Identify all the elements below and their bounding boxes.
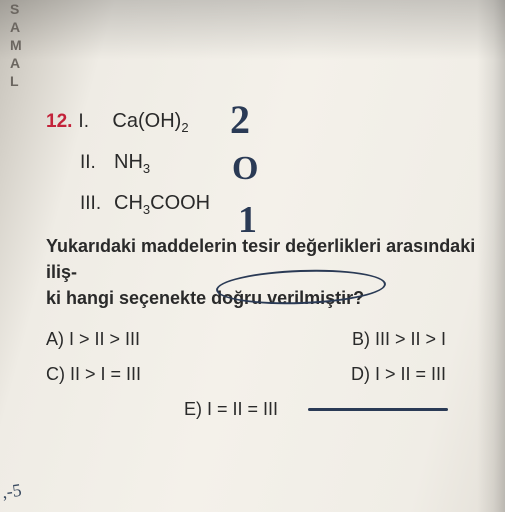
margin-l3: M: [10, 36, 24, 54]
margin-letters: S A M A L: [10, 0, 24, 90]
stem-line-1: Yukarıdaki maddelerin tesir değerlikleri…: [46, 236, 475, 282]
options-row-3: E) I = II = III: [46, 399, 476, 420]
margin-l1: S: [10, 0, 24, 18]
margin-l5: L: [10, 72, 24, 90]
roman-3: III.: [80, 193, 104, 215]
options-block: A) I > II > III B) III > II > I C) II > …: [46, 329, 476, 420]
margin-l2: A: [10, 18, 24, 36]
formula-1: Ca(OH)2: [112, 110, 188, 135]
margin-l4: A: [10, 54, 24, 72]
formula-3: CH3COOH: [114, 192, 210, 217]
item-line-1: 12. I. Ca(OH)2: [46, 110, 476, 135]
formula-2: NH3: [114, 151, 150, 176]
item-line-3: III. CH3COOH: [46, 192, 476, 217]
options-row-2: C) II > I = III D) I > II = III: [46, 364, 476, 385]
option-d: D) I > II = III: [351, 364, 446, 385]
corner-scribble: ,-5: [1, 480, 23, 504]
option-b: B) III > II > I: [352, 329, 446, 350]
page-curl: [477, 0, 505, 512]
question-stem: Yukarıdaki maddelerin tesir değerlikleri…: [46, 233, 476, 311]
top-shadow: [0, 0, 505, 60]
question-number: 12.: [46, 111, 72, 133]
roman-1: I.: [78, 111, 102, 133]
options-row-1: A) I > II > III B) III > II > I: [46, 329, 476, 350]
option-c: C) II > I = III: [46, 364, 141, 385]
option-a: A) I > II > III: [46, 329, 140, 350]
item-line-2: II. NH3: [46, 151, 476, 176]
roman-2: II.: [80, 152, 104, 174]
question-block: 12. I. Ca(OH)2 II. NH3 III. CH3COOH Yuka…: [46, 110, 476, 420]
option-e: E) I = II = III: [184, 399, 278, 419]
stem-line-2: ki hangi seçenekte doğru verilmiştir?: [46, 288, 364, 308]
